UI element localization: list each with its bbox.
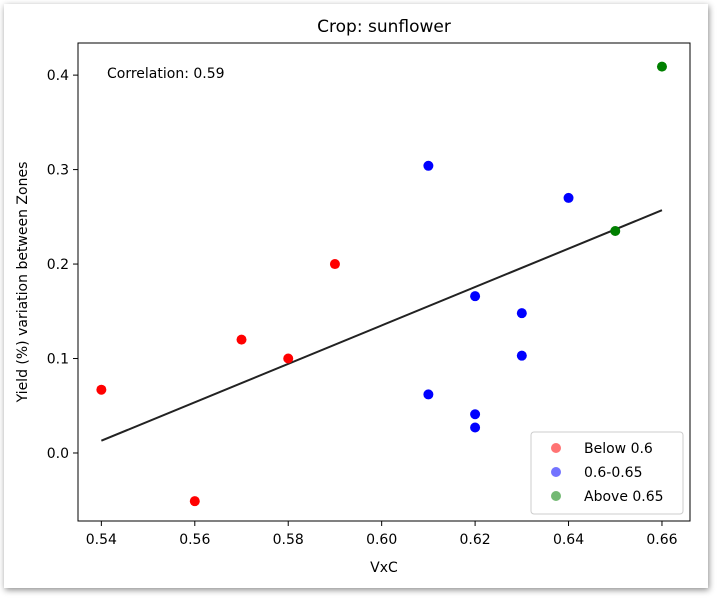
data-point-1 (423, 160, 434, 171)
chart-title: Crop: sunflower (317, 17, 451, 37)
x-tick-label: 0.54 (86, 532, 117, 548)
data-point-0 (329, 259, 340, 270)
data-point-0 (96, 384, 107, 395)
data-point-1 (470, 409, 481, 420)
data-point-1 (423, 389, 434, 400)
legend-label: Below 0.6 (584, 441, 653, 457)
data-point-1 (470, 422, 481, 433)
data-point-1 (563, 192, 574, 203)
data-point-1 (516, 350, 527, 361)
x-tick-label: 0.60 (366, 532, 397, 548)
x-axis-label: VxC (370, 560, 398, 576)
plot-area: 0.54 0.56 0.58 0.60 0.62 0.64 0.66 0.0 0.1 0.2 0.3… (47, 42, 691, 548)
trend-line (100, 209, 663, 442)
y-tick-label: 0.1 (47, 352, 69, 368)
y-tick-label: 0.2 (47, 257, 69, 273)
y-tick-label: 0.0 (47, 446, 69, 462)
x-tick-label: 0.58 (273, 532, 304, 548)
y-tick-label: 0.4 (47, 68, 69, 84)
x-tick-label: 0.64 (553, 532, 584, 548)
legend: Below 0.6 0.6-0.65 Above 0.65 (530, 431, 684, 515)
x-tick-label: 0.66 (646, 532, 677, 548)
data-point-2 (656, 61, 667, 72)
legend-label: 0.6-0.65 (584, 465, 643, 481)
data-point-0 (236, 334, 247, 345)
data-point-2 (610, 225, 621, 236)
x-tick-label: 0.62 (460, 532, 491, 548)
legend-marker (551, 467, 561, 477)
data-point-0 (189, 496, 200, 507)
axes-frame (77, 42, 691, 522)
legend-marker (551, 443, 561, 453)
legend-label: Above 0.65 (584, 489, 664, 505)
y-axis-label: Yield (%) variation between Zones (15, 162, 31, 404)
legend-marker (551, 491, 561, 501)
data-point-1 (470, 291, 481, 302)
correlation-annotation: Correlation: 0.59 (107, 66, 225, 82)
x-tick-label: 0.56 (179, 532, 210, 548)
y-tick-label: 0.3 (47, 163, 69, 179)
legend-box (530, 431, 684, 515)
data-point-0 (283, 353, 294, 364)
data-point-1 (516, 308, 527, 319)
